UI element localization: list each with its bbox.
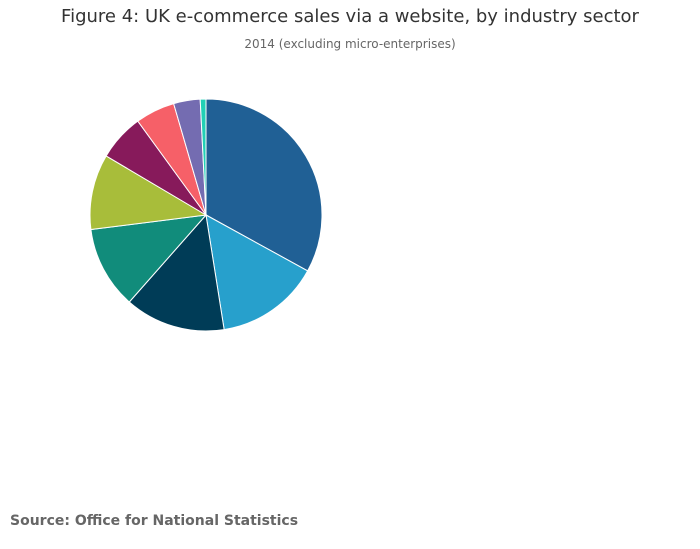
chart-subtitle: 2014 (excluding micro-enterprises) (244, 37, 456, 51)
pie-slices (89, 98, 323, 332)
pie-slice-2[interactable] (205, 214, 309, 331)
pie-slice-4[interactable] (90, 214, 208, 303)
pie-slice-1[interactable] (205, 98, 323, 272)
pie-slice-3[interactable] (128, 213, 225, 332)
source-note: Source: Office for National Statistics (10, 513, 299, 529)
chart-title: Figure 4: UK e-commerce sales via a webs… (61, 6, 639, 27)
pie-slice-5[interactable] (89, 155, 208, 231)
pie-slice-9[interactable] (199, 98, 207, 216)
